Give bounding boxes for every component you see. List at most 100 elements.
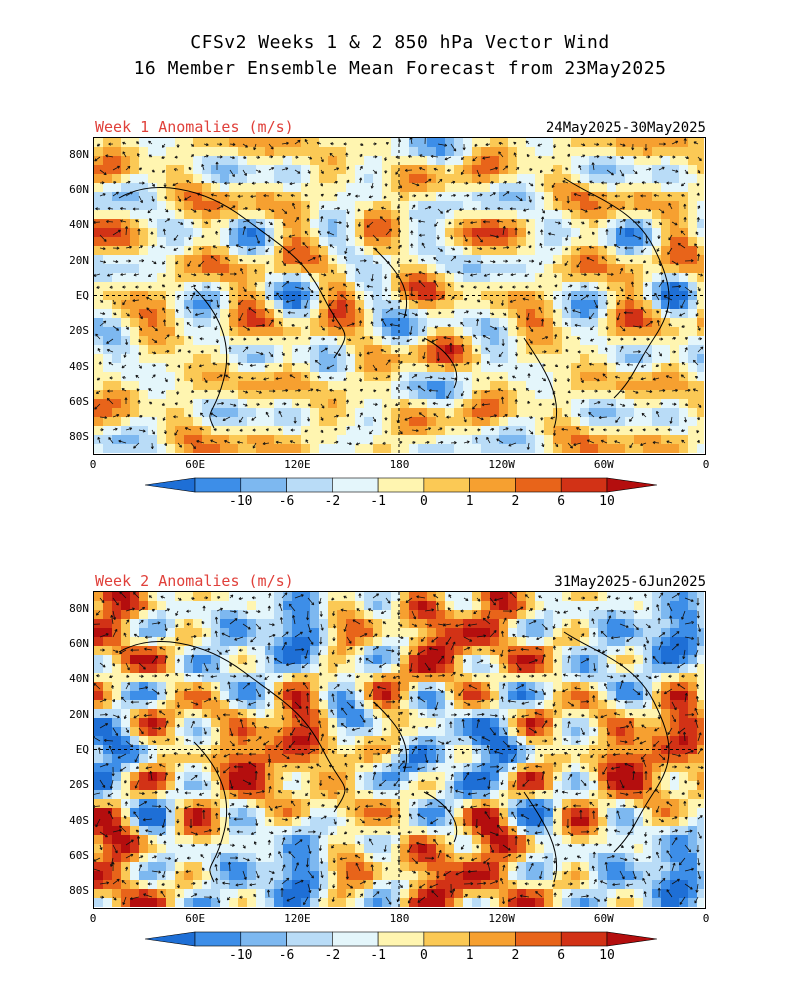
anomaly-cell — [436, 372, 446, 382]
anomaly-cell — [364, 309, 374, 319]
anomaly-cell — [355, 826, 365, 836]
anomaly-cell — [283, 147, 293, 157]
anomaly-cell — [688, 408, 698, 418]
anomaly-cell — [607, 619, 617, 629]
anomaly-cell — [211, 718, 221, 728]
anomaly-cell — [157, 354, 167, 364]
anomaly-cell — [571, 273, 581, 283]
anomaly-cell — [508, 255, 518, 265]
anomaly-cell — [391, 682, 401, 692]
anomaly-cell — [580, 381, 590, 391]
anomaly-cell — [670, 844, 680, 854]
anomaly-cell — [103, 727, 113, 737]
anomaly-cell — [499, 246, 509, 256]
anomaly-cell — [391, 709, 401, 719]
anomaly-cell — [643, 781, 653, 791]
anomaly-cell — [166, 799, 176, 809]
anomaly-cell — [292, 637, 302, 647]
anomaly-cell — [238, 718, 248, 728]
colorbar-box — [515, 931, 562, 947]
anomaly-cell — [328, 327, 338, 337]
anomaly-cell — [652, 592, 662, 602]
anomaly-cell — [346, 228, 356, 238]
anomaly-cell — [490, 300, 500, 310]
anomaly-cell — [535, 354, 545, 364]
anomaly-cell — [337, 655, 347, 665]
anomaly-cell — [598, 426, 608, 436]
lat-label: 20S — [69, 324, 89, 338]
anomaly-cell — [643, 871, 653, 881]
anomaly-cell — [400, 691, 410, 701]
colorbar-label: 1 — [465, 494, 474, 509]
anomaly-cell — [436, 691, 446, 701]
anomaly-cell — [670, 336, 680, 346]
anomaly-cell — [679, 282, 689, 292]
anomaly-cell — [220, 619, 230, 629]
anomaly-cell — [166, 228, 176, 238]
anomaly-cell — [445, 183, 455, 193]
anomaly-cell — [679, 264, 689, 274]
anomaly-cell — [310, 736, 320, 746]
anomaly-cell — [112, 156, 122, 166]
anomaly-cell — [517, 138, 527, 148]
anomaly-cell — [301, 408, 311, 418]
anomaly-cell — [634, 147, 644, 157]
anomaly-cell — [481, 754, 491, 764]
anomaly-cell — [481, 646, 491, 656]
anomaly-cell — [625, 354, 635, 364]
anomaly-cell — [301, 619, 311, 629]
anomaly-cell — [697, 736, 704, 746]
anomaly-cell — [319, 763, 329, 773]
anomaly-cell — [229, 264, 239, 274]
anomaly-cell — [499, 183, 509, 193]
anomaly-cell — [238, 444, 248, 453]
anomaly-cell — [490, 219, 500, 229]
anomaly-cell — [571, 871, 581, 881]
anomaly-cell — [310, 336, 320, 346]
anomaly-cell — [130, 853, 140, 863]
anomaly-cell — [319, 799, 329, 809]
anomaly-cell — [148, 300, 158, 310]
anomaly-cell — [526, 309, 536, 319]
anomaly-cell — [670, 619, 680, 629]
anomaly-cell — [634, 156, 644, 166]
anomaly-cell — [562, 709, 572, 719]
anomaly-cell — [355, 246, 365, 256]
anomaly-cell — [211, 862, 221, 872]
anomaly-cell — [544, 210, 554, 220]
anomaly-cell — [625, 889, 635, 899]
anomaly-cell — [535, 444, 545, 453]
anomaly-cell — [130, 709, 140, 719]
anomaly-cell — [328, 790, 338, 800]
anomaly-cell — [589, 727, 599, 737]
anomaly-cell — [157, 444, 167, 453]
anomaly-cell — [166, 673, 176, 683]
anomaly-cell — [130, 246, 140, 256]
anomaly-cell — [364, 444, 374, 453]
anomaly-cell — [310, 880, 320, 890]
anomaly-cell — [652, 381, 662, 391]
anomaly-cell — [175, 255, 185, 265]
anomaly-cell — [526, 372, 536, 382]
anomaly-cell — [301, 772, 311, 782]
anomaly-cell — [130, 408, 140, 418]
anomaly-cell — [409, 736, 419, 746]
anomaly-cell — [292, 619, 302, 629]
anomaly-cell — [454, 637, 464, 647]
anomaly-cell — [688, 799, 698, 809]
anomaly-cell — [418, 646, 428, 656]
anomaly-cell — [193, 628, 203, 638]
anomaly-cell — [589, 844, 599, 854]
anomaly-cell — [652, 682, 662, 692]
anomaly-cell — [517, 165, 527, 175]
anomaly-cell — [580, 781, 590, 791]
anomaly-cell — [652, 808, 662, 818]
anomaly-cell — [643, 790, 653, 800]
anomaly-cell — [121, 763, 131, 773]
anomaly-cell — [697, 165, 704, 175]
anomaly-cell — [661, 682, 671, 692]
anomaly-cell — [499, 763, 509, 773]
anomaly-cell — [346, 727, 356, 737]
anomaly-cell — [436, 291, 446, 301]
anomaly-cell — [229, 781, 239, 791]
